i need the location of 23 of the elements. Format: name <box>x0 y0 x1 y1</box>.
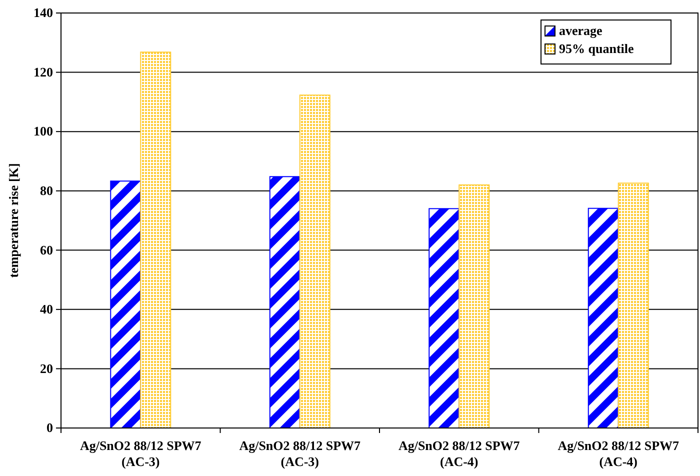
y-axis-title: temperature rise [K] <box>6 163 21 278</box>
bar <box>110 180 142 428</box>
bar <box>140 52 172 428</box>
bar <box>588 208 619 428</box>
y-tick-label: 120 <box>34 64 53 80</box>
x-tick-label: Ag/SnO2 88/12 SPW7 (AC-3) <box>80 438 202 469</box>
y-tick-label: 60 <box>40 242 53 258</box>
legend-label: average <box>559 23 603 38</box>
y-tick-label: 80 <box>40 183 53 198</box>
bar <box>458 184 490 428</box>
y-tick-label: 0 <box>46 420 53 436</box>
y-tick-label: 40 <box>40 302 53 317</box>
legend-label: 95% quantile <box>559 41 634 56</box>
bar <box>428 208 460 428</box>
y-tick-label: 20 <box>40 360 53 376</box>
bar <box>299 94 330 428</box>
y-tick-label: 140 <box>34 5 53 20</box>
x-tick-label: Ag/SnO2 88/12 SPW7 (AC-4) <box>398 438 520 469</box>
x-tick-label: Ag/SnO2 88/12 SPW7 (AC-3) <box>239 438 362 469</box>
x-tick-label: Ag/SnO2 88/12 SPW7 (AC-4) <box>558 438 680 469</box>
bar <box>269 176 300 428</box>
y-tick-label: 100 <box>34 124 53 139</box>
bar <box>618 182 649 428</box>
